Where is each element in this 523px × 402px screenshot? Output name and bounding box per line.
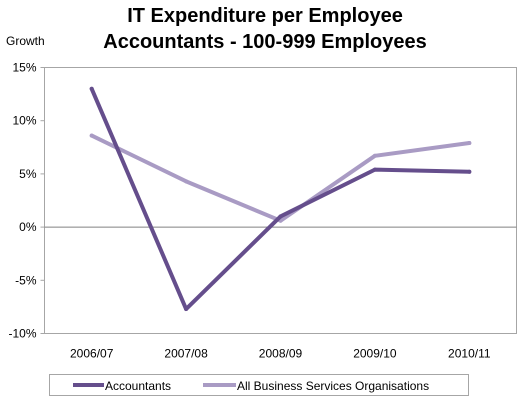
- legend-label-accountants: Accountants: [105, 379, 171, 393]
- legend: Accountants All Business Services Organi…: [49, 374, 469, 396]
- data-point: [372, 167, 377, 172]
- data-point: [278, 214, 283, 219]
- data-point: [89, 86, 94, 91]
- x-tick-label: 2006/07: [70, 347, 114, 361]
- data-point: [467, 169, 472, 174]
- legend-label-all-business: All Business Services Organisations: [237, 379, 429, 393]
- x-tick-label: 2010/11: [448, 347, 491, 361]
- chart-title-line-2: Accountants - 100-999 Employees: [103, 31, 426, 53]
- chart-title-line-1: IT Expenditure per Employee: [127, 5, 403, 27]
- y-axis-label: Growth: [6, 34, 45, 48]
- x-tick-label: 2008/09: [259, 347, 303, 361]
- x-tick-label: 2007/08: [164, 347, 208, 361]
- data-point: [467, 141, 472, 146]
- y-tick-label: 10%: [12, 114, 36, 128]
- y-tick-label: -5%: [15, 273, 37, 287]
- data-point: [184, 179, 189, 184]
- series-layer: [89, 86, 472, 312]
- data-point: [89, 133, 94, 138]
- data-point: [184, 307, 189, 312]
- y-tick-label: 5%: [19, 167, 37, 181]
- legend-box: [49, 374, 469, 396]
- y-tick-label: 15%: [12, 61, 36, 75]
- x-axis: 2006/07 2007/08 2008/09 2009/10 2010/11: [70, 347, 491, 361]
- y-tick-label: 0%: [19, 220, 37, 234]
- y-tick-label: -10%: [8, 327, 36, 341]
- data-point: [372, 153, 377, 158]
- y-axis: 15% 10% 5% 0% -5% -10%: [8, 61, 45, 341]
- x-tick-label: 2009/10: [353, 347, 397, 361]
- plot-area: [44, 67, 517, 334]
